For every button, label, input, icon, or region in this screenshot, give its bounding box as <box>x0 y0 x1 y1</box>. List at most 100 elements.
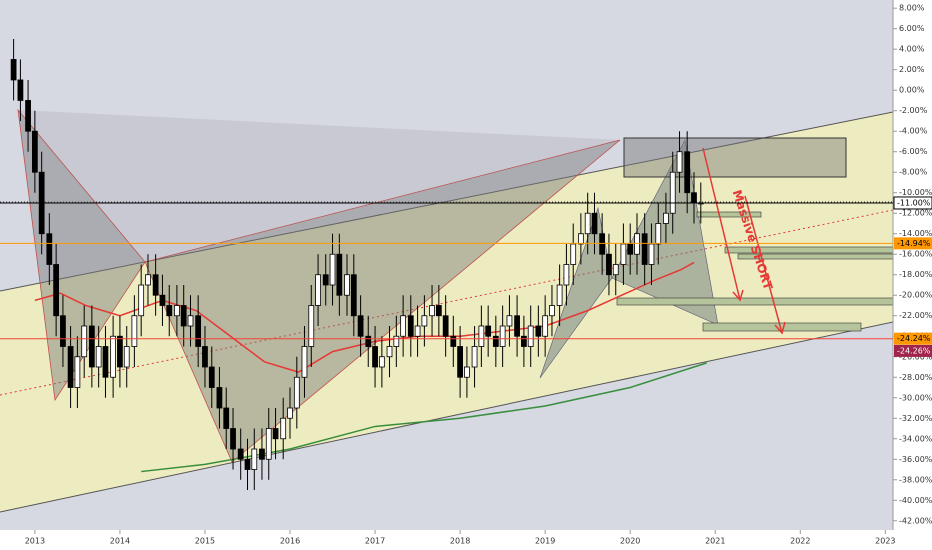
candle-body <box>10 59 17 81</box>
candle-body <box>81 325 88 358</box>
arrow <box>744 195 783 334</box>
y-tick-label: -40.00% <box>899 496 932 505</box>
arrow <box>702 147 741 301</box>
y-tick-label: -34.00% <box>899 434 932 443</box>
channel-line <box>0 321 894 513</box>
candle-body <box>663 212 669 224</box>
candle-body <box>166 305 173 317</box>
candle-body <box>244 458 251 470</box>
candle-body <box>421 315 428 327</box>
candle-body <box>280 417 287 440</box>
x-tick-label: 2014 <box>110 537 130 546</box>
pattern <box>144 139 621 463</box>
y-tick-label: 4.00% <box>899 45 925 54</box>
candle-body <box>102 346 109 378</box>
candle-body <box>350 274 357 317</box>
candle-body <box>322 274 329 286</box>
candle-body <box>393 335 400 347</box>
zone <box>696 211 762 218</box>
y-tick-label: -10.00% <box>899 188 932 197</box>
y-tick-label: -28.00% <box>899 373 932 382</box>
y-tick-label: -30.00% <box>899 393 932 402</box>
x-tick-label: 2015 <box>195 537 215 546</box>
candle-body <box>17 79 24 101</box>
y-tick-label: -12.00% <box>899 209 932 218</box>
y-tick-label: 2.00% <box>899 65 925 74</box>
candle-body <box>563 264 570 286</box>
candle-body <box>506 315 513 327</box>
candle-body <box>208 366 215 388</box>
candle-body <box>230 428 236 450</box>
axis-background <box>0 530 893 550</box>
candle-body <box>471 346 478 368</box>
plot <box>10 38 707 491</box>
pattern <box>18 110 620 262</box>
candle-body <box>549 305 555 317</box>
arrow-head <box>774 321 786 335</box>
candle-body <box>202 346 208 368</box>
candle-body <box>308 305 315 347</box>
candle-body <box>620 243 627 265</box>
price-label: -24.24% <box>897 334 931 343</box>
x-tick-label: 2018 <box>450 537 470 546</box>
moving-average <box>34 261 695 373</box>
candle-body <box>599 233 606 255</box>
pattern <box>17 108 146 402</box>
candle-body <box>152 274 159 296</box>
candle-body <box>499 325 506 347</box>
y-tick-label: 0.00% <box>899 86 925 95</box>
candle-body <box>110 335 116 378</box>
candle-body <box>485 325 492 337</box>
candle-body <box>606 253 612 276</box>
candle-body <box>691 192 697 204</box>
candle-body <box>315 274 321 306</box>
y-tick-label: -22.00% <box>899 311 932 320</box>
candle-body <box>67 346 74 388</box>
x-tick-label: 2023 <box>875 537 895 546</box>
candle-body <box>577 233 584 245</box>
candle-body <box>272 428 279 440</box>
candle-body <box>478 325 485 347</box>
candle-body <box>159 294 166 306</box>
candle-body <box>429 305 435 317</box>
price-label: -14.94% <box>897 239 931 248</box>
candle-body <box>336 253 343 296</box>
candle-body <box>60 315 66 347</box>
candle-body <box>117 335 123 368</box>
candle-body <box>46 233 53 265</box>
candle-body <box>329 253 336 286</box>
candle-body <box>521 335 527 347</box>
y-tick-label: -8.00% <box>899 168 928 177</box>
candle-body <box>591 212 598 235</box>
candle-body <box>684 151 691 194</box>
candle-body <box>527 325 534 347</box>
candle-body <box>365 335 372 347</box>
candle-body <box>535 325 542 337</box>
zone <box>623 137 847 178</box>
zone <box>702 322 862 332</box>
candle-body <box>676 151 683 173</box>
x-tick-label: 2022 <box>790 537 810 546</box>
candle-body <box>627 243 634 255</box>
candle-body <box>344 274 350 296</box>
y-tick-label: -14.00% <box>899 229 932 238</box>
y-tick-label: -18.00% <box>899 270 932 279</box>
price-label: -11.00% <box>897 198 931 207</box>
candle-body <box>265 428 272 460</box>
y-tick-label: -32.00% <box>899 414 932 423</box>
arrow-head <box>732 289 744 302</box>
dotted-trend <box>0 209 894 396</box>
candle-body <box>187 315 194 327</box>
candle-body <box>492 335 499 347</box>
candle-body <box>514 315 520 337</box>
y-tick-label: -36.00% <box>899 455 932 464</box>
candle-body <box>88 325 95 368</box>
candle-body <box>216 387 223 409</box>
candle-body <box>414 325 421 337</box>
candle-body <box>95 346 102 368</box>
price-label-box <box>894 344 932 357</box>
y-tick-label: 6.00% <box>899 24 925 33</box>
candle-body <box>53 264 60 317</box>
